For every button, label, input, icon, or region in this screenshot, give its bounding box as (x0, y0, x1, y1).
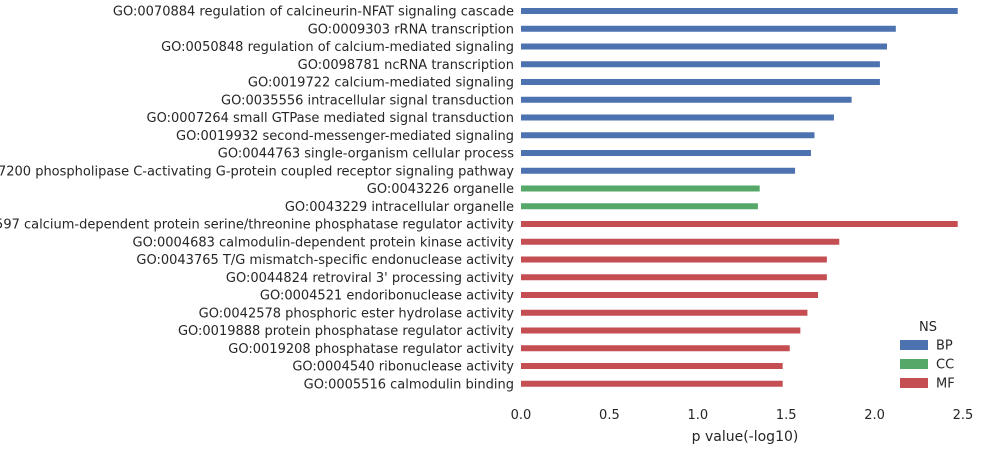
x-tick-label-6: 2.5 (953, 408, 974, 423)
bar-4 (521, 61, 880, 68)
legend-swatch-bp (900, 340, 928, 350)
category-label-3: GO:0050848 regulation of calcium-mediate… (161, 40, 514, 55)
x-tick-label-4: 1.5 (776, 408, 797, 423)
legend: NS BP CC MF (900, 320, 955, 392)
category-label-18: GO:0042578 phosphoric ester hydrolase ac… (199, 306, 515, 321)
bar-8 (521, 132, 815, 139)
category-label-5: GO:0019722 calcium-mediated signaling (248, 76, 514, 91)
legend-label-bp: BP (936, 339, 953, 354)
category-label-12: GO:0043229 intracellular organelle (285, 200, 514, 215)
bar-6 (521, 96, 852, 103)
category-label-15: GO:0043765 T/G mismatch-specific endonuc… (136, 253, 514, 268)
category-labels: GO:0070884 regulation of calcineurin-NFA… (0, 5, 514, 393)
category-label-7: GO:0007264 small GTPase mediated signal … (147, 111, 514, 126)
bar-1 (521, 8, 958, 14)
bar-10 (521, 167, 796, 174)
bar-17 (521, 292, 819, 298)
legend-title: NS (919, 320, 937, 335)
category-label-2: GO:0009303 rRNA transcription (308, 22, 514, 37)
category-label-10: GO:0007200 phospholipase C-activating G-… (0, 164, 514, 179)
legend-swatch-cc (900, 359, 928, 369)
category-label-13: GO:0008597 calcium-dependent protein ser… (0, 218, 514, 233)
category-label-1: GO:0070884 regulation of calcineurin-NFA… (113, 5, 514, 20)
x-axis-label: p value(-log10) (692, 429, 799, 445)
category-label-20: GO:0019208 phosphatase regulator activit… (228, 342, 514, 357)
legend-label-cc: CC (936, 358, 954, 373)
category-label-4: GO:0098781 ncRNA transcription (298, 58, 514, 73)
bar-13 (521, 221, 958, 227)
bar-15 (521, 256, 827, 263)
bar-2 (521, 25, 896, 32)
bar-16 (521, 274, 827, 281)
bar-18 (521, 309, 808, 316)
category-label-19: GO:0019888 protein phosphatase regulator… (178, 324, 514, 339)
bar-5 (521, 79, 880, 85)
category-label-11: GO:0043226 organelle (367, 182, 514, 197)
category-label-17: GO:0004521 endoribonuclease activity (260, 289, 514, 304)
category-label-21: GO:0004540 ribonuclease activity (292, 360, 514, 375)
bar-3 (521, 43, 887, 50)
x-tick-label-5: 2.0 (864, 408, 885, 423)
x-tick-label-1: 0.0 (511, 408, 532, 423)
category-label-16: GO:0044824 retroviral 3' processing acti… (226, 271, 514, 286)
bar-19 (521, 327, 801, 334)
category-label-22: GO:0005516 calmodulin binding (304, 377, 514, 392)
bar-7 (521, 114, 834, 121)
bar-22 (521, 380, 783, 387)
bar-20 (521, 345, 790, 352)
bar-14 (521, 238, 840, 245)
legend-swatch-mf (900, 378, 928, 388)
legend-label-mf: MF (936, 377, 955, 392)
category-label-6: GO:0035556 intracellular signal transduc… (221, 93, 514, 108)
bar-21 (521, 363, 783, 369)
bar-12 (521, 203, 758, 210)
category-label-9: GO:0044763 single-organism cellular proc… (218, 147, 514, 162)
x-axis: 0.0 0.5 1.0 1.5 2.0 2.5 (511, 408, 974, 423)
bar-11 (521, 185, 760, 192)
category-label-14: GO:0004683 calmodulin-dependent protein … (133, 235, 515, 250)
bars-layer (521, 8, 958, 387)
x-tick-label-3: 1.0 (687, 408, 708, 423)
category-label-8: GO:0019932 second-messenger-mediated sig… (176, 129, 514, 144)
bar-9 (521, 150, 811, 156)
x-tick-label-2: 0.5 (599, 408, 620, 423)
